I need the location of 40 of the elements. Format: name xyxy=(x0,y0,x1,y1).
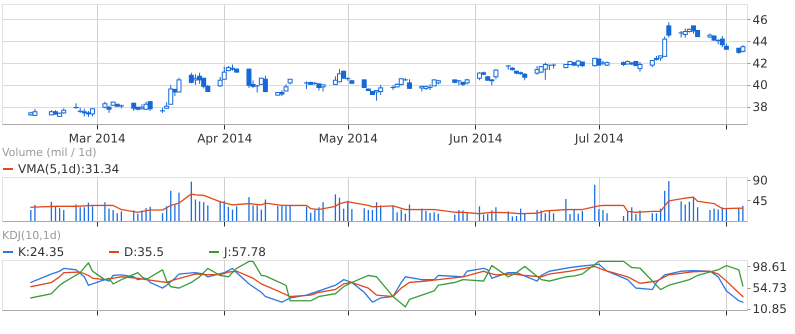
y-tick-label: 98.61 xyxy=(752,260,787,274)
x-tick-label: Jul 2014 xyxy=(574,132,624,146)
chart-title: Volume (mil / 1d) xyxy=(2,146,96,159)
y-tick-label: 46 xyxy=(752,12,768,27)
candlestick xyxy=(262,75,268,93)
line-series xyxy=(30,266,744,298)
x-tick-label: Apr 2014 xyxy=(197,132,252,146)
candlestick xyxy=(148,101,153,112)
candlestick xyxy=(720,36,725,48)
y-tick-label: 38 xyxy=(752,100,768,114)
y-tick-label: 90 xyxy=(752,173,768,188)
line-series xyxy=(30,193,744,214)
x-tick-label: May 2014 xyxy=(318,132,378,146)
candlestick xyxy=(542,62,548,80)
candlestick xyxy=(168,84,174,105)
x-tick-label: Mar 2014 xyxy=(68,132,126,146)
y-tick-label: 44 xyxy=(752,34,768,49)
candlestick xyxy=(666,22,672,38)
legend-label: D:35.5 xyxy=(124,245,164,259)
candlestick xyxy=(637,62,642,72)
y-tick-label: 40 xyxy=(752,78,768,92)
y-tick-label: 42 xyxy=(752,56,768,70)
legend-label: J:57.78 xyxy=(223,245,266,259)
y-tick-label: 10.85 xyxy=(752,302,787,316)
candlestick xyxy=(682,28,688,38)
legend-label: VMA(5,1d):31.34 xyxy=(18,162,120,176)
y-tick-label: 45 xyxy=(752,194,768,208)
candlestick xyxy=(246,68,252,88)
candlestick xyxy=(662,36,668,57)
x-tick-label: Jun 2014 xyxy=(448,132,502,146)
candlestick xyxy=(378,84,384,96)
candlestick xyxy=(493,68,498,80)
y-tick-label: 54.73 xyxy=(752,281,787,296)
candlestick xyxy=(188,72,194,84)
legend-label: K:24.35 xyxy=(18,245,64,259)
candlestick xyxy=(337,68,342,83)
candlestick xyxy=(406,78,412,90)
candlestick xyxy=(197,72,202,84)
chart-title: KDJ(10,1d) xyxy=(2,229,61,242)
candlestick xyxy=(176,77,182,93)
